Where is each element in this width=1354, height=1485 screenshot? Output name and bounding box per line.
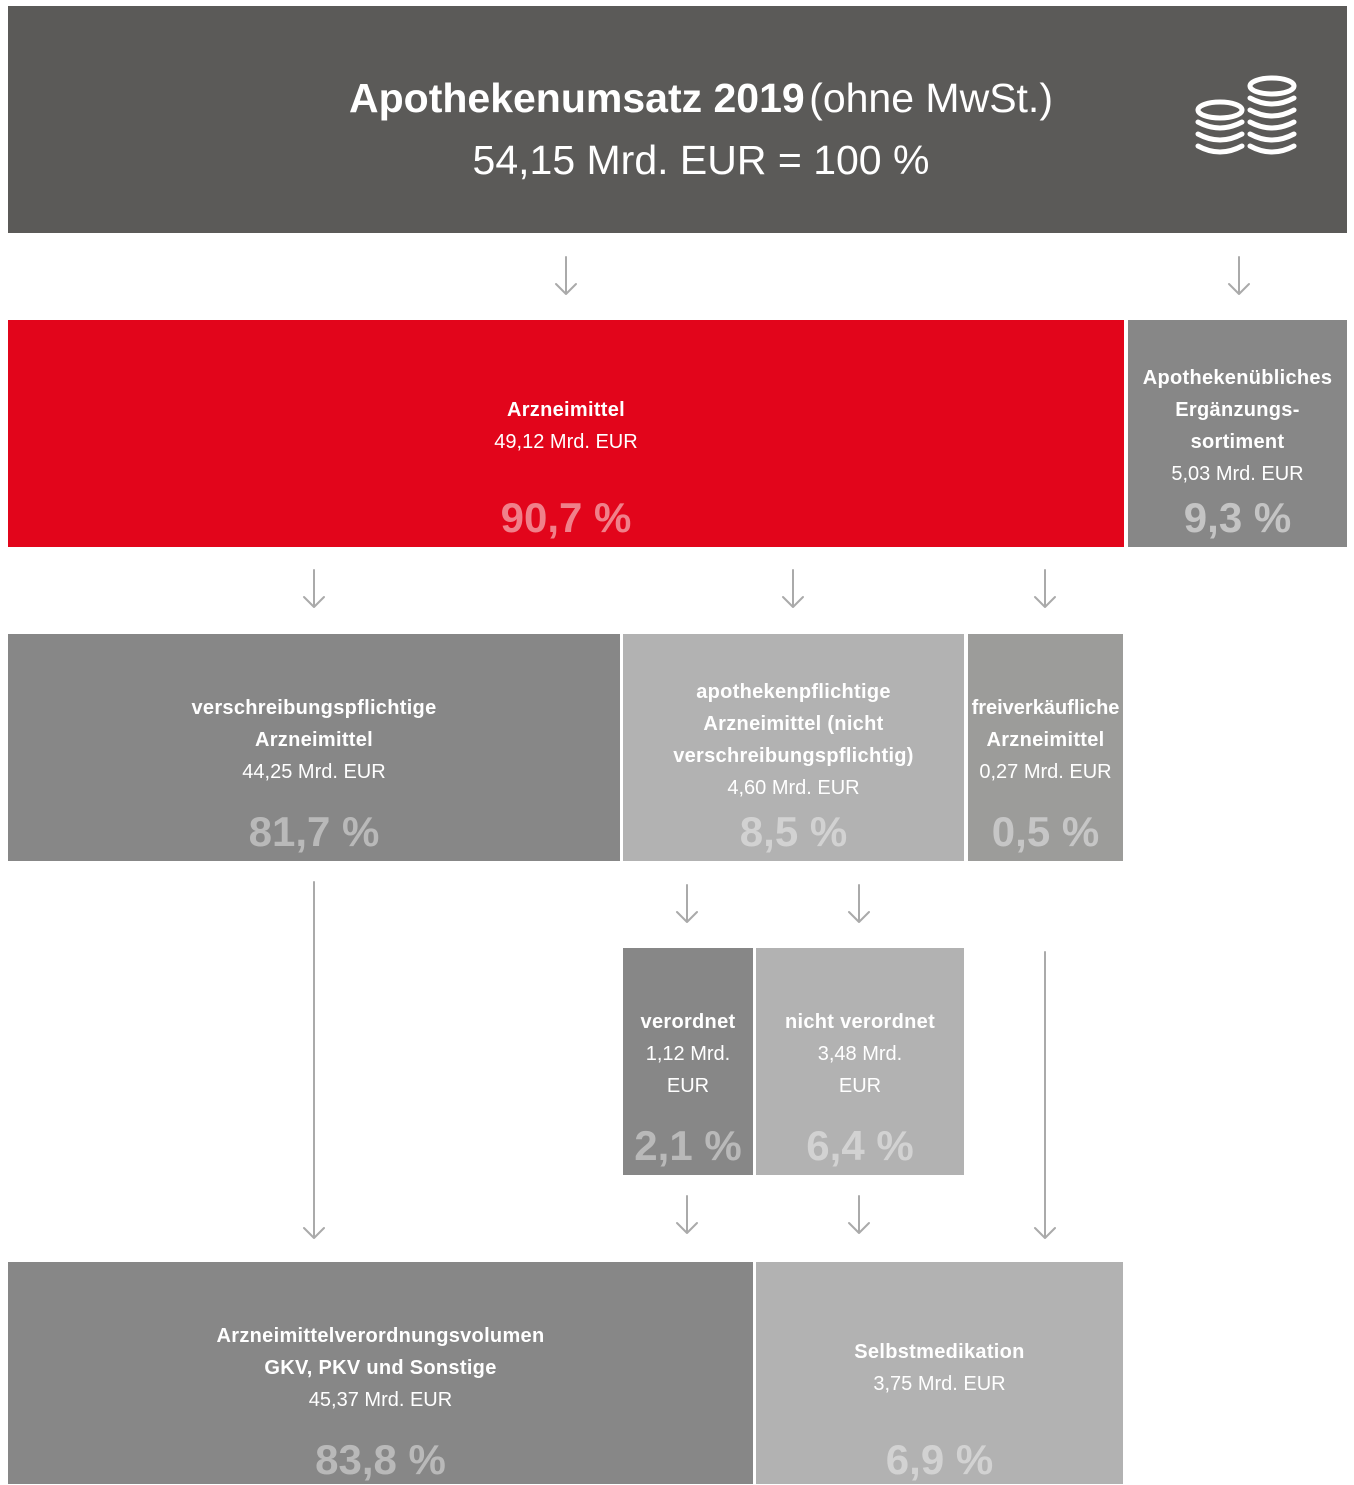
arrow-icon (676, 1195, 698, 1234)
page-subtitle: (ohne MwSt.) (809, 75, 1053, 121)
node-label-line: Ergänzungs- (1175, 399, 1300, 421)
node-amount: 49,12 Mrd. EUR (494, 431, 638, 453)
node-percent: 90,7 % (500, 494, 632, 541)
node-label-line: apothekenpflichtige (696, 681, 891, 703)
header-text: Apothekenumsatz 2019 (ohne MwSt.) 54,15 … (8, 72, 1354, 186)
node-amount-line: EUR (838, 1075, 882, 1097)
node-percent: 6,9 % (885, 1436, 994, 1483)
node-amount: 5,03 Mrd. EUR (1171, 463, 1304, 485)
node-percent: 83,8 % (315, 1436, 446, 1483)
total-revenue: 54,15 Mrd. EUR = 100 % (472, 137, 930, 183)
node-label-line: verschreibungspflichtige (191, 697, 437, 719)
node-percent: 0,5 % (991, 808, 1100, 855)
node-nicht-verordnet: nicht verordnet 3,48 Mrd. EUR 6,4 % (756, 948, 964, 1175)
node-label: Selbstmedikation (854, 1341, 1025, 1363)
node-amount: 0,27 Mrd. EUR (979, 761, 1112, 783)
node-label-line: Apothekenübliches (1142, 367, 1333, 389)
node-label: verordnet (640, 1011, 736, 1033)
node-verschreibungspflichtig: verschreibungspflichtige Arzneimittel 44… (8, 634, 620, 861)
header-box: Apothekenumsatz 2019 (ohne MwSt.) 54,15 … (8, 6, 1347, 233)
arrow-icon (848, 1195, 870, 1234)
node-label-line: Arzneimittelverordnungsvolumen (216, 1325, 545, 1347)
node-label-line: Arzneimittel (254, 729, 374, 751)
node-label-line: Arzneimittel (nicht (703, 713, 884, 735)
arrow-icon (555, 256, 577, 295)
node-amount-line: 1,12 Mrd. (645, 1043, 731, 1065)
arrow-icon (1034, 951, 1056, 1239)
node-percent: 8,5 % (739, 808, 848, 855)
node-apothekenpflichtig: apothekenpflichtige Arzneimittel (nicht … (623, 634, 964, 861)
node-amount-line: EUR (666, 1075, 710, 1097)
node-percent: 81,7 % (248, 808, 380, 855)
node-percent: 6,4 % (806, 1122, 914, 1169)
arrow-icon (848, 884, 870, 923)
arrow-icon (676, 884, 698, 923)
node-label-line: sortiment (1190, 431, 1285, 453)
node-label-line: freiverkäufliche (971, 697, 1120, 719)
node-amount: 4,60 Mrd. EUR (727, 777, 860, 799)
node-amount: 45,37 Mrd. EUR (308, 1389, 453, 1411)
node-label-line: verschreibungspflichtig) (673, 745, 914, 767)
node-verordnungsvolumen: Arzneimittelverordnungsvolumen GKV, PKV … (8, 1262, 753, 1484)
node-selbstmedikation: Selbstmedikation 3,75 Mrd. EUR 6,9 % (756, 1262, 1123, 1484)
node-freiverkaeuflich: freiverkäufliche Arzneimittel 0,27 Mrd. … (968, 634, 1123, 861)
node-verordnet: verordnet 1,12 Mrd. EUR 2,1 % (623, 948, 753, 1175)
node-label: nicht verordnet (784, 1011, 936, 1033)
node-arzneimittel: Arzneimittel 49,12 Mrd. EUR 90,7 % (8, 320, 1124, 547)
node-percent: 2,1 % (634, 1122, 742, 1169)
page-title: Apothekenumsatz 2019 (349, 75, 805, 121)
arrow-icon (1034, 569, 1056, 608)
coins-icon (1195, 75, 1297, 155)
node-label-line: GKV, PKV und Sonstige (264, 1357, 497, 1379)
arrow-icon (782, 569, 804, 608)
node-ergaenzungssortiment: Apothekenübliches Ergänzungs- sortiment … (1128, 320, 1347, 547)
node-label-line: Arzneimittel (986, 729, 1105, 751)
node-percent: 9,3 % (1183, 494, 1292, 541)
arrow-icon (1228, 256, 1250, 295)
node-label: Arzneimittel (506, 399, 626, 421)
arrow-icon (303, 569, 325, 608)
node-amount-line: 3,48 Mrd. (817, 1043, 903, 1065)
arrow-icon (303, 881, 325, 1239)
node-amount: 44,25 Mrd. EUR (242, 761, 386, 783)
node-amount: 3,75 Mrd. EUR (873, 1373, 1006, 1395)
